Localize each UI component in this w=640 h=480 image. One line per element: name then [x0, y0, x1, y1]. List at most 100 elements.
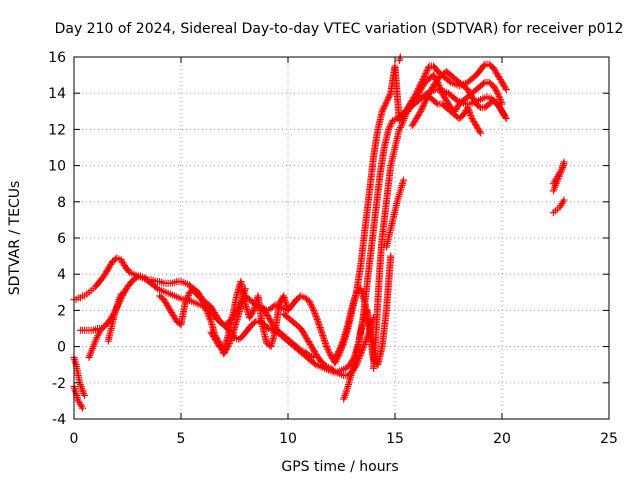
data-point: [325, 349, 333, 357]
data-point: [385, 124, 393, 132]
data-point: [494, 89, 502, 97]
data-point: [491, 85, 499, 93]
data-point: [131, 275, 139, 283]
data-point: [166, 306, 174, 314]
data-point: [445, 77, 453, 85]
data-point: [459, 111, 467, 119]
data-point: [385, 92, 393, 100]
data-point: [419, 81, 427, 89]
data-point: [422, 97, 430, 105]
data-point: [480, 62, 488, 70]
data-point: [337, 343, 345, 351]
data-point: [413, 91, 421, 99]
y-tick-label: 16: [48, 50, 66, 66]
data-point: [419, 103, 427, 111]
data-point: [206, 316, 214, 324]
y-tick-label: 10: [48, 159, 66, 175]
series-12: [370, 107, 412, 372]
data-point: [198, 296, 206, 304]
y-tick-label: 2: [57, 303, 66, 319]
data-point: [426, 88, 434, 96]
data-point: [437, 86, 445, 94]
data-point: [206, 314, 214, 322]
data-point: [182, 298, 190, 306]
data-point: [313, 314, 321, 322]
data-point: [305, 338, 313, 346]
data-point: [200, 299, 208, 307]
data-point: [307, 342, 315, 350]
series-16: [425, 93, 485, 137]
data-point: [471, 120, 479, 128]
chart-title: Day 210 of 2024, Sidereal Day-to-day VTE…: [55, 21, 624, 37]
data-point: [428, 85, 436, 93]
data-point: [194, 288, 202, 296]
data-point: [493, 88, 501, 96]
data-point: [501, 113, 509, 121]
data-point: [492, 68, 500, 76]
data-point: [211, 335, 219, 343]
data-point: [412, 94, 420, 102]
data-point: [107, 260, 115, 268]
data-point: [440, 92, 448, 100]
data-point: [420, 101, 428, 109]
data-point: [495, 102, 503, 110]
data-point: [500, 81, 508, 89]
data-point: [412, 93, 420, 101]
data-point: [170, 313, 178, 321]
data-point: [469, 94, 477, 102]
data-point: [275, 299, 283, 307]
data-point: [201, 303, 209, 311]
data-point: [120, 289, 128, 297]
data-point: [171, 314, 179, 322]
data-point: [412, 116, 420, 124]
x-tick-label: 15: [386, 431, 404, 447]
y-axis-label: SDTVAR / TECUs: [7, 181, 23, 296]
series-4: [85, 325, 106, 361]
data-point: [269, 322, 277, 330]
y-tick-label: -4: [52, 412, 66, 428]
data-point: [323, 344, 331, 352]
data-point: [311, 349, 319, 357]
data-point: [501, 84, 509, 92]
data-point: [259, 304, 267, 312]
data-point: [406, 103, 414, 111]
data-point: [121, 287, 129, 295]
data-point: [323, 343, 331, 351]
data-point: [442, 96, 450, 104]
data-point: [414, 90, 422, 98]
y-tick-labels: -4 -2 0 2 4 6 8 10 12 14 16: [48, 50, 66, 428]
data-point: [410, 97, 418, 105]
data-point: [436, 85, 444, 93]
data-point: [415, 110, 423, 118]
data-point: [184, 293, 192, 301]
x-tick-label: 10: [279, 431, 297, 447]
data-point: [494, 71, 502, 79]
data-point: [203, 306, 211, 314]
data-point: [411, 117, 419, 125]
data-point: [501, 112, 509, 120]
data-point: [103, 268, 111, 276]
data-point: [427, 86, 435, 94]
data-point: [312, 313, 320, 321]
data-point: [465, 87, 473, 95]
data-point: [498, 107, 506, 115]
data-point: [306, 340, 314, 348]
data-point: [301, 332, 309, 340]
data-point: [499, 80, 507, 88]
x-tick-label: 5: [177, 431, 186, 447]
data-point: [470, 96, 478, 104]
data-point: [321, 361, 329, 369]
series-18: [549, 160, 568, 195]
data-point: [408, 100, 416, 108]
data-point: [467, 111, 475, 119]
data-point: [310, 346, 318, 354]
data-point: [299, 327, 307, 335]
data-point: [417, 106, 425, 114]
data-point: [119, 259, 127, 267]
y-tick-label: 8: [57, 195, 66, 211]
data-point: [249, 308, 257, 316]
data-point: [467, 91, 475, 99]
data-point: [424, 65, 432, 73]
data-point: [378, 107, 386, 115]
data-point: [311, 348, 319, 356]
